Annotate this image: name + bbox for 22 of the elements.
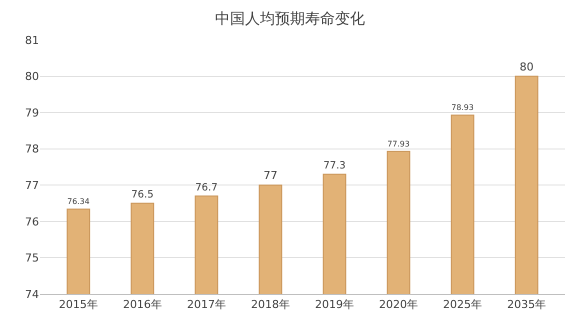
data-label: 80 [520, 60, 534, 74]
x-tick-label: 2016年 [122, 298, 162, 312]
x-tick-label: 2018年 [250, 298, 290, 312]
y-tick-label: 74 [25, 288, 39, 301]
x-tick-label: 2017年 [186, 298, 226, 312]
y-tick-label: 77 [25, 178, 39, 192]
x-tick-label: 2035年 [507, 298, 546, 312]
y-tick-label: 80 [25, 70, 39, 84]
y-tick-label: 75 [25, 252, 39, 265]
y-tick-label: 78 [25, 142, 39, 156]
x-tick-label: 2025年 [443, 298, 482, 312]
y-tick-label: 76 [25, 215, 39, 228]
x-tick-label: 2020年 [379, 298, 418, 312]
data-label: 77.3 [323, 160, 346, 172]
chart-title: 中国人均预期寿命变化 [215, 9, 365, 28]
x-tick-label: 2019年 [315, 298, 354, 312]
data-label: 76.7 [195, 182, 218, 194]
y-tick-label: 81 [25, 34, 39, 47]
x-tick-label: 2015年 [58, 298, 98, 312]
data-label: 77 [263, 169, 278, 182]
y-tick-label: 79 [25, 106, 39, 120]
data-label: 76.5 [131, 190, 154, 201]
